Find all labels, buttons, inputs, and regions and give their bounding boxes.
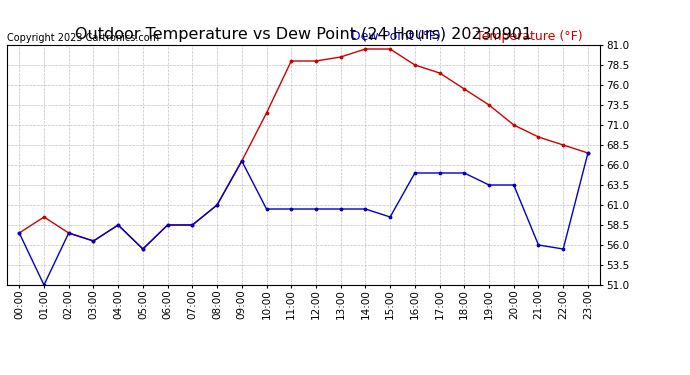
Text: Copyright 2023 Cartronics.com: Copyright 2023 Cartronics.com <box>7 33 159 43</box>
Title: Outdoor Temperature vs Dew Point (24 Hours) 20230901: Outdoor Temperature vs Dew Point (24 Hou… <box>75 27 532 42</box>
Text: Dew Point (°F): Dew Point (°F) <box>351 30 441 43</box>
Text: Temperature (°F): Temperature (°F) <box>475 30 582 43</box>
